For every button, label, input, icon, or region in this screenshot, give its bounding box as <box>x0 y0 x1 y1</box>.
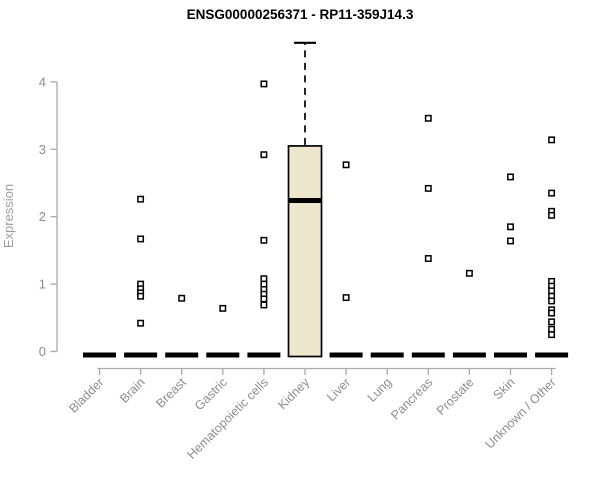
outlier-marker <box>548 297 556 305</box>
outlier-marker <box>260 151 268 159</box>
outlier-marker <box>424 114 432 122</box>
outlier-marker <box>260 280 268 288</box>
outlier-marker <box>342 294 350 302</box>
collapsed-median-dash <box>247 352 281 358</box>
y-tick-label: 2 <box>39 209 46 224</box>
x-tick-label: Pancreas <box>388 375 435 422</box>
y-tick-label: 4 <box>39 74 46 89</box>
x-tick-label: Gastric <box>192 375 230 413</box>
outlier-marker <box>137 235 145 243</box>
chart-title: ENSG00000256371 - RP11-359J14.3 <box>187 7 414 22</box>
collapsed-median-dash <box>329 352 363 358</box>
outlier-marker <box>260 80 268 88</box>
collapsed-median-dash <box>452 352 486 358</box>
x-tick-label: Breast <box>153 375 189 411</box>
outlier-marker <box>219 304 227 312</box>
outlier-marker <box>137 292 145 300</box>
boxes-layer <box>83 41 569 358</box>
collapsed-median-dash <box>206 352 240 358</box>
x-tick-label: Hematopoietic cells <box>184 375 271 462</box>
y-tick-label: 1 <box>39 277 46 292</box>
collapsed-median-dash <box>165 352 199 358</box>
x-tick-label: Brain <box>117 375 148 406</box>
outlier-marker <box>465 269 473 277</box>
outlier-marker <box>548 325 556 333</box>
y-axis-title: Expression <box>1 184 16 248</box>
outlier-marker <box>507 237 514 245</box>
outlier-marker <box>424 184 432 192</box>
x-tick-label: Skin <box>491 375 518 402</box>
median-line <box>288 198 322 204</box>
outlier-marker <box>260 275 268 283</box>
outlier-marker <box>260 301 268 309</box>
collapsed-median-dash <box>494 352 527 358</box>
outlier-marker <box>548 309 556 317</box>
collapsed-median-dash <box>411 352 445 358</box>
x-tick-label: Lung <box>365 375 395 405</box>
x-tick-label: Prostate <box>434 375 477 418</box>
outlier-marker <box>178 294 186 302</box>
x-tick-label: Kidney <box>275 375 312 412</box>
outlier-marker <box>507 173 514 181</box>
outlier-marker <box>548 287 556 295</box>
box <box>287 145 323 358</box>
outlier-marker <box>548 211 556 219</box>
x-tick-label: Bladder <box>66 375 106 415</box>
outlier-marker <box>548 189 556 197</box>
x-tick-label: Unknown / Other <box>482 375 558 451</box>
collapsed-median-dash <box>124 352 158 358</box>
outlier-marker <box>260 295 268 303</box>
collapsed-median-dash <box>83 352 116 358</box>
outlier-marker <box>548 136 556 144</box>
y-tick-label: 0 <box>39 344 46 359</box>
outlier-marker <box>137 195 145 203</box>
outlier-marker <box>260 236 268 244</box>
collapsed-median-dash <box>535 352 569 358</box>
outlier-marker <box>507 223 514 231</box>
outlier-marker <box>137 319 145 327</box>
outlier-marker <box>342 161 350 169</box>
outlier-marker <box>548 331 556 339</box>
outlier-marker <box>548 318 556 326</box>
collapsed-median-dash <box>370 352 404 358</box>
y-tick-label: 3 <box>39 142 46 157</box>
x-tick-label: Liver <box>324 375 353 404</box>
outlier-marker <box>424 255 432 262</box>
